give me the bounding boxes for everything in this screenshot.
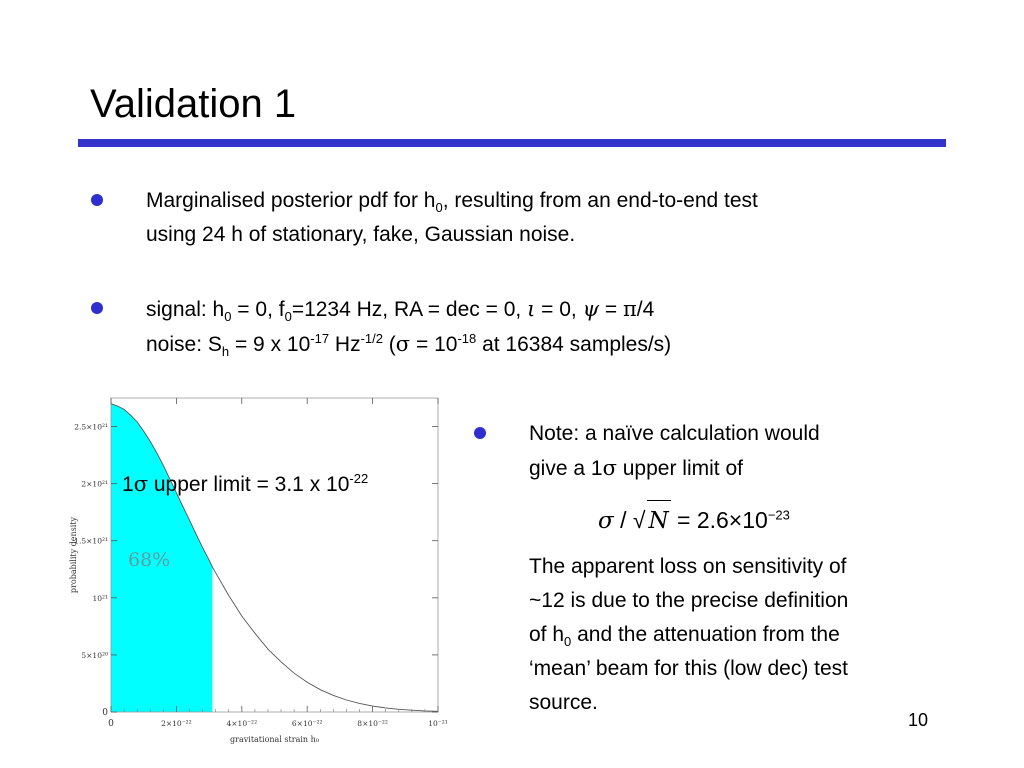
formula-value: = 2.6×10 bbox=[670, 507, 768, 533]
bullet-3-text: Note: a naïve calculation would give a 1… bbox=[529, 417, 820, 486]
bullet-1-line-2: using 24 h of stationary, fake, Gaussian… bbox=[146, 223, 576, 246]
noise-text-f: at 16384 samples/s) bbox=[476, 333, 672, 356]
explanation-line-2: ~12 is due to the precise definition bbox=[529, 589, 849, 612]
iota-symbol: ι bbox=[527, 297, 536, 321]
explanation-line-3a: of h bbox=[529, 623, 565, 646]
posterior-pdf-chart: 0 2×10⁻²² 4×10⁻²² 6×10⁻²² 8×10⁻²² 10⁻²¹ 0 5×10²… bbox=[69, 397, 448, 744]
bullet-2-text: signal: h0 = 0, f0=1234 Hz, RA = dec = 0… bbox=[146, 292, 671, 362]
upper-limit-a: 1 bbox=[122, 473, 134, 496]
signal-text-e: = bbox=[599, 298, 623, 321]
signal-text-c: =1234 Hz, RA = dec = 0, bbox=[291, 298, 528, 321]
formula-n: N bbox=[646, 500, 671, 541]
bullet-1-text: Marginalised posterior pdf for h0, resul… bbox=[146, 184, 758, 252]
formula-slash: / bbox=[613, 507, 633, 533]
explanation-paragraph: The apparent loss on sensitivity of ~12 … bbox=[529, 550, 848, 720]
y-tick-label: 0 bbox=[102, 708, 108, 718]
formula-sqrt: √ bbox=[632, 507, 646, 533]
signal-text-d: = 0, bbox=[535, 298, 583, 321]
pdf-curve bbox=[110, 403, 439, 712]
shaded-68-percent-area bbox=[111, 403, 213, 712]
x-tick-label: 4×10⁻²² bbox=[227, 719, 258, 728]
bullet-2-line-1: signal: h0 = 0, f0=1234 Hz, RA = dec = 0… bbox=[146, 292, 671, 327]
pi-symbol: π bbox=[622, 297, 637, 321]
noise-text-c: Hz bbox=[329, 333, 361, 356]
bullet-1-dot bbox=[91, 194, 103, 206]
explanation-line-3b: and the attenuation from the bbox=[571, 623, 840, 646]
x-tick-label: 2×10⁻²² bbox=[161, 719, 192, 728]
x-tick-label: 6×10⁻²² bbox=[292, 719, 323, 728]
formula-sigma: σ bbox=[598, 508, 614, 534]
note-text-b: upper limit of bbox=[616, 457, 743, 480]
y-tick-label: 5×10²⁰ bbox=[81, 651, 108, 660]
psi-symbol: ψ bbox=[582, 297, 600, 321]
y-tick-label: 2.5×10²¹ bbox=[74, 423, 108, 432]
noise-text-d: ( bbox=[382, 333, 396, 356]
plot-frame bbox=[110, 397, 439, 713]
bullet-2-dot bbox=[91, 302, 103, 314]
signal-text-f: /4 bbox=[636, 298, 655, 321]
y-tick-label: 10²¹ bbox=[92, 594, 108, 603]
explanation-sub: 0 bbox=[564, 634, 572, 650]
x-tick-label: 0 bbox=[108, 719, 114, 729]
bullet-3-line-1: Note: a naïve calculation would bbox=[529, 422, 820, 445]
explanation-line-5: source. bbox=[529, 691, 598, 714]
signal-text-b: = 0, f bbox=[231, 298, 285, 321]
noise-sup-2: -1/2 bbox=[360, 331, 383, 346]
explanation-line-3: of h0 and the attenuation from the bbox=[529, 618, 848, 652]
percent-label: 68% bbox=[128, 549, 171, 571]
noise-text-b: = 9 x 10 bbox=[229, 333, 311, 356]
note-text-a: give a 1 bbox=[529, 457, 603, 480]
upper-limit-sup: -22 bbox=[349, 471, 369, 486]
bullet-3-line-2: give a 1σ upper limit of bbox=[529, 451, 820, 486]
noise-sup-3: -18 bbox=[457, 331, 477, 346]
sensitivity-formula: σ / √ N = 2.6×10−23 bbox=[598, 500, 790, 541]
y-tick-label: 2×10²¹ bbox=[81, 480, 108, 489]
upper-limit-label: 1σ upper limit = 3.1 x 10-22 bbox=[122, 470, 368, 499]
y-axis-label: probability density bbox=[69, 516, 78, 593]
note-sigma: σ bbox=[602, 456, 617, 480]
noise-text-e: = 10 bbox=[410, 333, 458, 356]
bullet-1-text-b: , resulting from an end-to-end test bbox=[442, 189, 758, 212]
page-number: 10 bbox=[908, 710, 929, 730]
signal-text-a: signal: h bbox=[146, 298, 225, 321]
sigma-symbol: σ bbox=[395, 332, 411, 356]
bullet-2-line-2: noise: Sh = 9 x 10-17 Hz-1/2 (σ = 10-18 … bbox=[146, 327, 671, 362]
bullet-1-text-a: Marginalised posterior pdf for h bbox=[146, 189, 436, 212]
x-tick-label: 10⁻²¹ bbox=[428, 719, 448, 728]
explanation-line-1: The apparent loss on sensitivity of bbox=[529, 555, 847, 578]
x-axis-label: gravitational strain h₀ bbox=[230, 735, 319, 744]
noise-sub: h bbox=[221, 344, 230, 360]
upper-limit-sigma: σ bbox=[133, 472, 149, 496]
signal-sub-2: 0 bbox=[284, 309, 292, 325]
explanation-line-4: ‘mean’ beam for this (low dec) test bbox=[529, 657, 849, 680]
slide-title: Validation 1 bbox=[90, 82, 297, 126]
noise-sup-1: -17 bbox=[310, 331, 330, 346]
y-tick-label: 1.5×10²¹ bbox=[74, 537, 108, 546]
bullet-3-dot bbox=[474, 427, 486, 439]
x-tick-label: 8×10⁻²² bbox=[357, 719, 388, 728]
upper-limit-b: upper limit = 3.1 x 10 bbox=[148, 473, 350, 496]
signal-sub-1: 0 bbox=[224, 309, 232, 325]
formula-exponent: −23 bbox=[767, 507, 790, 523]
title-divider bbox=[78, 139, 946, 147]
bullet-1-sub: 0 bbox=[435, 200, 443, 216]
bullet-1-line-1: Marginalised posterior pdf for h0, resul… bbox=[146, 184, 758, 218]
noise-text-a: noise: S bbox=[146, 333, 222, 356]
